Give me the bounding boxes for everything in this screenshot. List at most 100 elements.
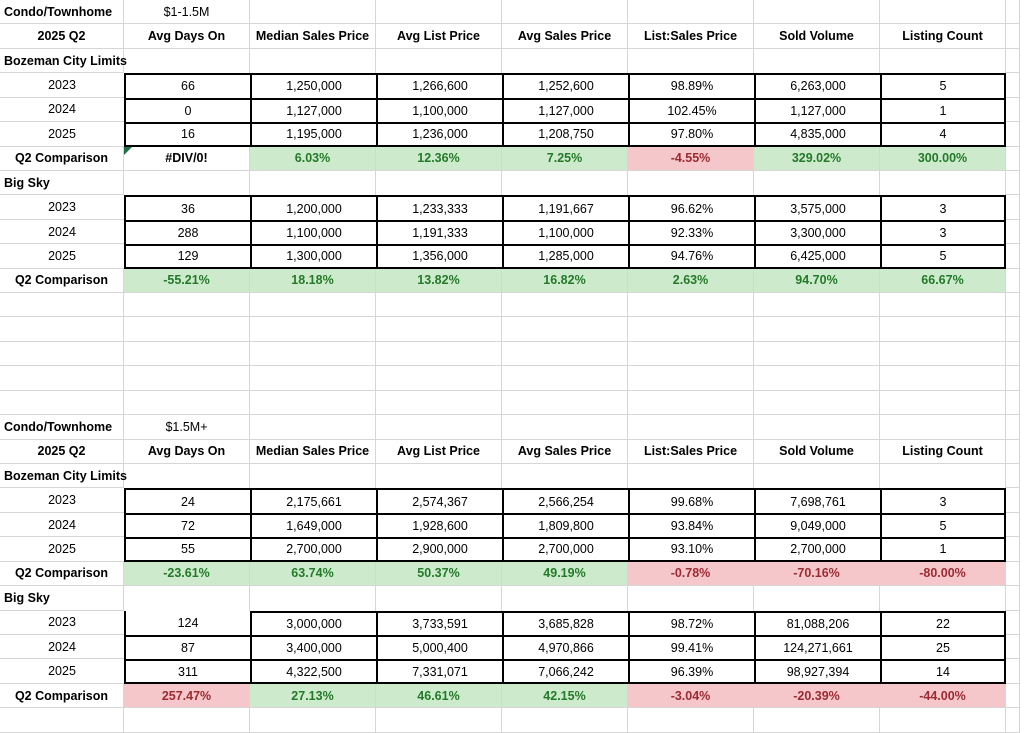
value-cell[interactable]: 14: [880, 659, 1006, 684]
value-cell[interactable]: 1: [880, 97, 1006, 123]
empty-cell[interactable]: [502, 415, 628, 440]
value-cell[interactable]: 55: [124, 537, 250, 562]
value-cell[interactable]: 102.45%: [628, 97, 754, 123]
value-cell[interactable]: 2,175,661: [250, 488, 376, 513]
value-cell[interactable]: 5: [880, 244, 1006, 269]
empty-cell[interactable]: [754, 0, 880, 25]
comparison-value-cell[interactable]: 66.67%: [880, 268, 1006, 294]
comparison-value-cell[interactable]: 7.25%: [502, 146, 628, 171]
value-cell[interactable]: 1,300,000: [250, 244, 376, 269]
comparison-value-cell[interactable]: 49.19%: [502, 561, 628, 587]
empty-cell[interactable]: [1006, 390, 1020, 416]
comparison-label-cell[interactable]: Q2 Comparison: [0, 561, 124, 587]
comparison-value-cell[interactable]: 50.37%: [376, 561, 502, 587]
value-cell[interactable]: 22: [880, 610, 1006, 635]
empty-cell[interactable]: [1006, 195, 1020, 220]
empty-cell[interactable]: [754, 366, 880, 391]
comparison-value-cell[interactable]: -20.39%: [754, 683, 880, 709]
empty-cell[interactable]: [1006, 293, 1020, 318]
value-cell[interactable]: 93.10%: [628, 537, 754, 562]
value-cell[interactable]: 93.84%: [628, 512, 754, 538]
value-cell[interactable]: 96.39%: [628, 659, 754, 684]
comparison-value-cell[interactable]: 329.02%: [754, 146, 880, 171]
empty-cell[interactable]: [124, 708, 250, 733]
empty-cell[interactable]: [1006, 586, 1020, 611]
value-cell[interactable]: 1,252,600: [502, 73, 628, 98]
empty-cell[interactable]: [250, 415, 376, 440]
header-cell[interactable]: Avg Sales Price: [502, 439, 628, 465]
empty-cell[interactable]: [880, 0, 1006, 25]
empty-cell[interactable]: [880, 48, 1006, 74]
empty-cell[interactable]: [1006, 73, 1020, 98]
empty-cell[interactable]: [628, 708, 754, 733]
comparison-value-cell[interactable]: -3.04%: [628, 683, 754, 709]
comparison-value-cell[interactable]: 42.15%: [502, 683, 628, 709]
value-cell[interactable]: 3,575,000: [754, 195, 880, 220]
price-range-cell[interactable]: $1.5M+: [124, 415, 250, 440]
comparison-value-cell[interactable]: 6.03%: [250, 146, 376, 171]
comparison-value-cell[interactable]: 300.00%: [880, 146, 1006, 171]
value-cell[interactable]: 36: [124, 195, 250, 220]
empty-cell[interactable]: [628, 48, 754, 74]
empty-cell[interactable]: [880, 390, 1006, 416]
comparison-value-cell[interactable]: -80.00%: [880, 561, 1006, 587]
year-cell[interactable]: 2023: [0, 611, 124, 635]
empty-cell[interactable]: [880, 366, 1006, 391]
header-cell[interactable]: Avg Days On: [124, 24, 250, 49]
value-cell[interactable]: 1,809,800: [502, 512, 628, 538]
empty-cell[interactable]: [1006, 317, 1020, 342]
value-cell[interactable]: 9,049,000: [754, 512, 880, 538]
empty-cell[interactable]: [1006, 122, 1020, 147]
empty-cell[interactable]: [376, 708, 502, 733]
header-cell[interactable]: Listing Count: [880, 439, 1006, 465]
value-cell[interactable]: 66: [124, 73, 250, 98]
empty-cell[interactable]: [1006, 48, 1020, 74]
empty-cell[interactable]: [124, 464, 250, 489]
empty-cell[interactable]: [0, 317, 124, 342]
value-cell[interactable]: 1: [880, 537, 1006, 562]
comparison-value-cell[interactable]: -44.00%: [880, 683, 1006, 709]
empty-cell[interactable]: [1006, 634, 1020, 660]
empty-cell[interactable]: [502, 390, 628, 416]
value-cell[interactable]: 124,271,661: [754, 634, 880, 660]
value-cell[interactable]: 7,698,761: [754, 488, 880, 513]
header-cell[interactable]: List:Sales Price: [628, 24, 754, 49]
empty-cell[interactable]: [628, 366, 754, 391]
empty-cell[interactable]: [754, 293, 880, 318]
empty-cell[interactable]: [376, 0, 502, 25]
value-cell[interactable]: 7,331,071: [376, 659, 502, 684]
empty-cell[interactable]: [754, 390, 880, 416]
value-cell[interactable]: 0: [124, 97, 250, 123]
category-cell[interactable]: Condo/Townhome: [0, 415, 124, 440]
empty-cell[interactable]: [628, 293, 754, 318]
empty-cell[interactable]: [1006, 610, 1020, 635]
value-cell[interactable]: 1,100,000: [376, 97, 502, 123]
empty-cell[interactable]: [628, 317, 754, 342]
value-cell[interactable]: 1,195,000: [250, 122, 376, 147]
empty-cell[interactable]: [754, 170, 880, 196]
empty-cell[interactable]: [376, 48, 502, 74]
value-cell[interactable]: 311: [124, 659, 250, 684]
year-cell[interactable]: 2025: [0, 537, 124, 562]
empty-cell[interactable]: [502, 366, 628, 391]
value-cell[interactable]: 5: [880, 512, 1006, 538]
value-cell[interactable]: 1,100,000: [250, 219, 376, 245]
empty-cell[interactable]: [250, 48, 376, 74]
value-cell[interactable]: 2,566,254: [502, 488, 628, 513]
empty-cell[interactable]: [628, 0, 754, 25]
empty-cell[interactable]: [250, 0, 376, 25]
value-cell[interactable]: 4: [880, 122, 1006, 147]
empty-cell[interactable]: [376, 293, 502, 318]
empty-cell[interactable]: [0, 341, 124, 367]
comparison-label-cell[interactable]: Q2 Comparison: [0, 683, 124, 709]
empty-cell[interactable]: [376, 586, 502, 611]
value-cell[interactable]: 1,250,000: [250, 73, 376, 98]
value-cell[interactable]: 5,000,400: [376, 634, 502, 660]
empty-cell[interactable]: [124, 586, 250, 611]
value-cell[interactable]: 2,700,000: [502, 537, 628, 562]
value-cell[interactable]: 4,322,500: [250, 659, 376, 684]
empty-cell[interactable]: [628, 415, 754, 440]
empty-cell[interactable]: [1006, 219, 1020, 245]
header-cell[interactable]: Avg Sales Price: [502, 24, 628, 49]
value-cell[interactable]: 16: [124, 122, 250, 147]
